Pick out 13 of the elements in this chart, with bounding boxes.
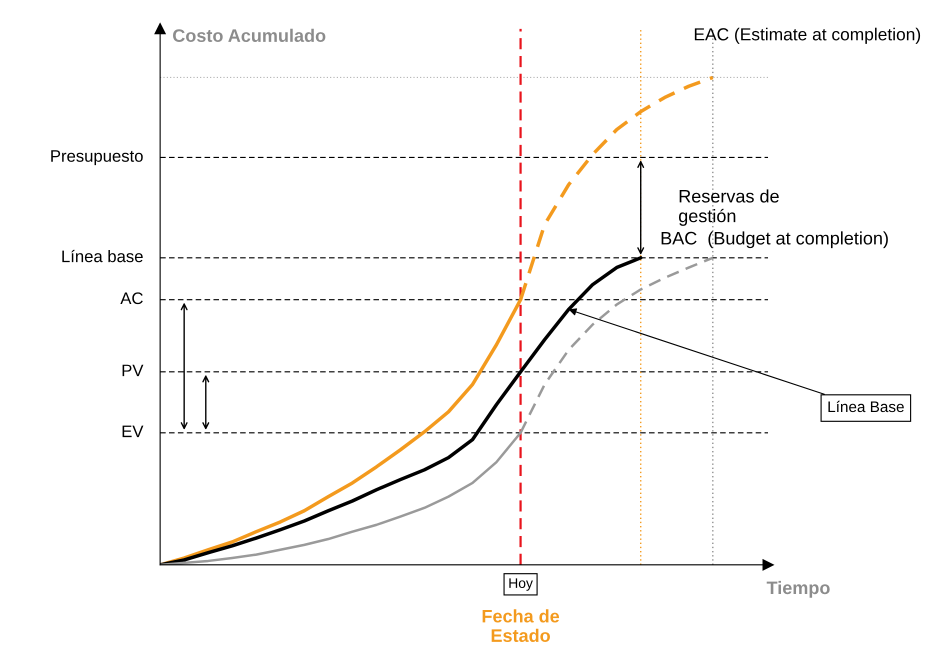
ref-line-label: EV: [122, 426, 144, 438]
text: EAC (Estimate at completion): [694, 28, 920, 44]
y-axis-title: Costo Acumulado: [173, 28, 326, 42]
text: Fecha de Estado: [482, 609, 560, 642]
text: Línea Base: [828, 400, 904, 412]
ref-line-label: AC: [120, 292, 143, 304]
ref-line-label: PV: [122, 364, 144, 376]
text: Hoy: [509, 578, 533, 591]
ref-line-label: Presupuesto: [51, 150, 143, 166]
annotation: Reservas de gestión: [678, 189, 779, 226]
annotation: BAC (Budget at completion): [662, 231, 888, 248]
ref-line-label: Línea base: [62, 250, 143, 262]
x-axis-title: Tiempo: [766, 580, 830, 598]
